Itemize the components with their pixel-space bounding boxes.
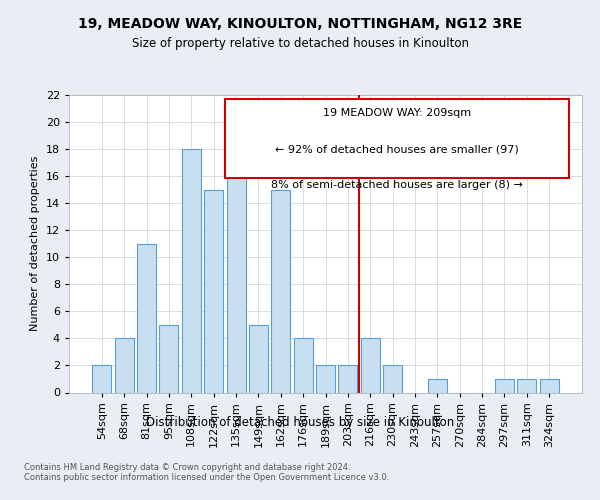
Bar xyxy=(249,325,268,392)
Text: Contains HM Land Registry data © Crown copyright and database right 2024.
Contai: Contains HM Land Registry data © Crown c… xyxy=(24,462,389,482)
Bar xyxy=(383,366,402,392)
Bar xyxy=(495,379,514,392)
FancyBboxPatch shape xyxy=(226,100,569,178)
Bar xyxy=(517,379,536,392)
Text: Distribution of detached houses by size in Kinoulton: Distribution of detached houses by size … xyxy=(146,416,454,429)
Bar xyxy=(115,338,134,392)
Bar xyxy=(361,338,380,392)
Bar xyxy=(539,379,559,392)
Text: 19 MEADOW WAY: 209sqm: 19 MEADOW WAY: 209sqm xyxy=(323,108,472,118)
Text: 8% of semi-detached houses are larger (8) →: 8% of semi-detached houses are larger (8… xyxy=(271,180,523,190)
Text: Size of property relative to detached houses in Kinoulton: Size of property relative to detached ho… xyxy=(131,38,469,51)
Text: ← 92% of detached houses are smaller (97): ← 92% of detached houses are smaller (97… xyxy=(275,144,519,154)
Y-axis label: Number of detached properties: Number of detached properties xyxy=(30,156,40,332)
Text: 19, MEADOW WAY, KINOULTON, NOTTINGHAM, NG12 3RE: 19, MEADOW WAY, KINOULTON, NOTTINGHAM, N… xyxy=(78,18,522,32)
Bar xyxy=(428,379,447,392)
Bar xyxy=(338,366,358,392)
Bar xyxy=(316,366,335,392)
Bar xyxy=(271,190,290,392)
Bar xyxy=(137,244,156,392)
Bar xyxy=(227,176,245,392)
Bar xyxy=(293,338,313,392)
Bar xyxy=(92,366,112,392)
Bar xyxy=(182,149,201,392)
Bar xyxy=(204,190,223,392)
Bar xyxy=(160,325,178,392)
